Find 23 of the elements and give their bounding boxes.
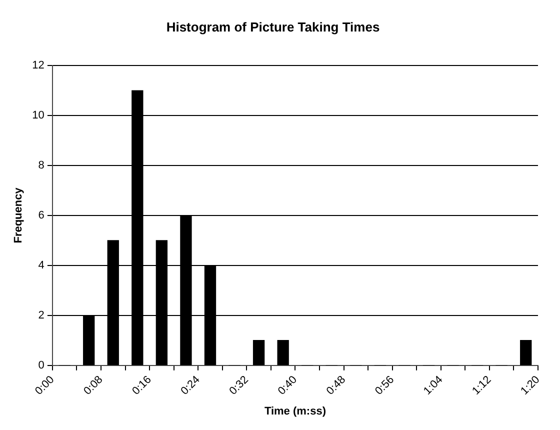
- y-tick-label: 2: [38, 309, 44, 322]
- y-tick-label: 6: [38, 209, 44, 222]
- x-tick-label: 1:12: [470, 374, 494, 398]
- x-tick-label: 0:24: [178, 374, 202, 398]
- x-tick-label: 0:48: [324, 374, 348, 398]
- y-tick-label: 4: [38, 259, 44, 272]
- x-tick-label: 0:00: [33, 374, 57, 398]
- x-tick-label: 0:08: [82, 374, 106, 398]
- y-tick-label: 10: [32, 110, 44, 122]
- x-axis-title: Time (m:ss): [264, 405, 326, 418]
- x-tick-label: 0:32: [227, 374, 251, 398]
- x-tick-label: 1:20: [518, 374, 542, 398]
- bar: [277, 340, 289, 366]
- y-tick-label: 12: [32, 60, 44, 72]
- y-tick-label: 8: [38, 160, 44, 172]
- x-tick-label: 0:56: [372, 374, 397, 398]
- chart-title: Histogram of Picture Taking Times: [166, 19, 380, 34]
- bar: [520, 340, 532, 366]
- y-tick-label: 0: [38, 359, 44, 372]
- x-tick-label: 0:16: [130, 374, 154, 398]
- y-axis-title: Frequency: [12, 186, 25, 244]
- bar: [252, 340, 265, 366]
- x-tick-label: 0:40: [276, 374, 300, 398]
